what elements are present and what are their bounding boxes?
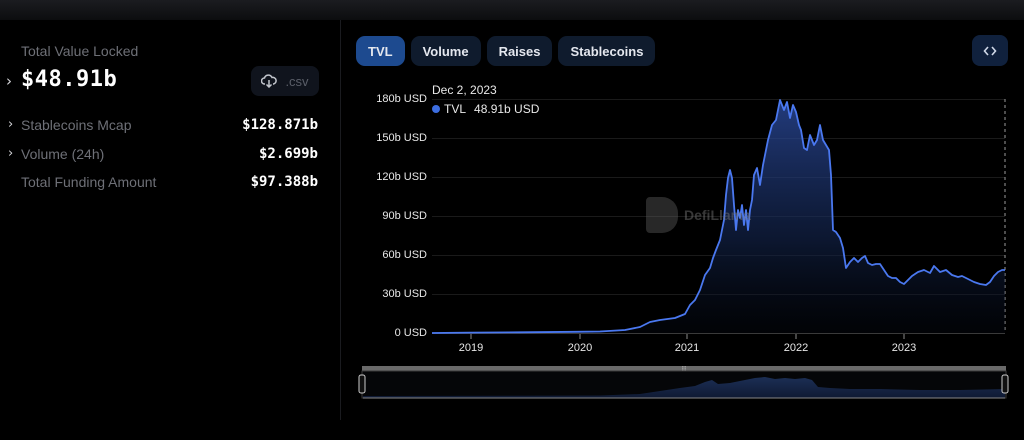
tab-tvl[interactable]: TVL [356, 36, 405, 66]
tvl-area [432, 100, 1005, 333]
watermark: DefiLlama [646, 197, 751, 233]
tooltip-series: TVL 48.91b USD [432, 102, 539, 116]
range-slider[interactable]: ⁞⁞ [358, 365, 1009, 399]
tab-stablecoins[interactable]: Stablecoins [558, 36, 656, 66]
x-tick: 2022 [783, 342, 809, 354]
y-tick: 120b USD [376, 171, 427, 183]
embed-button[interactable] [972, 35, 1008, 66]
stablecoins-mcap-label[interactable]: Stablecoins Mcap [21, 117, 132, 133]
tvl-line [431, 99, 1005, 334]
y-tick: 30b USD [382, 288, 427, 300]
csv-label: .csv [285, 73, 309, 89]
slider-left-handle [358, 374, 366, 394]
tvl-value: $48.91b [21, 67, 118, 92]
x-tick: 2020 [567, 342, 593, 354]
y-tick: 90b USD [382, 210, 427, 222]
tooltip-value: 48.91b USD [474, 102, 540, 116]
x-tick: 2023 [891, 342, 917, 354]
total-funding-value: $97.388b [250, 174, 318, 190]
y-tick: 60b USD [382, 249, 427, 261]
stablecoins-mcap-value: $128.871b [242, 117, 318, 133]
summary-panel: Total Value Locked › $48.91b .csv › Stab… [0, 20, 341, 420]
watermark-text: DefiLlama [684, 207, 751, 223]
slider-grip-icon: ⁞⁞ [682, 365, 686, 373]
total-funding-label: Total Funding Amount [21, 174, 157, 190]
tab-volume[interactable]: Volume [410, 36, 481, 66]
llama-logo-icon [646, 197, 678, 233]
y-tick: 180b USD [376, 93, 427, 105]
volume-24h-value: $2.699b [258, 146, 318, 162]
chevron-right-icon[interactable]: › [8, 117, 14, 132]
chevron-right-icon[interactable]: › [8, 146, 14, 161]
tvl-label: Total Value Locked [21, 43, 139, 59]
cloud-download-icon [261, 74, 278, 88]
window-top-bar [0, 0, 1024, 20]
tab-raises[interactable]: Raises [486, 36, 553, 66]
slider-bar [362, 366, 1006, 371]
slider-preview-area [363, 377, 1005, 398]
chart-tabs: TVL Volume Raises Stablecoins [356, 36, 656, 66]
volume-24h-label[interactable]: Volume (24h) [21, 146, 105, 162]
chevron-right-icon[interactable]: › [6, 72, 12, 90]
slider-right-handle [1001, 374, 1009, 394]
y-tick: 0 USD [394, 327, 427, 339]
x-tick: 2019 [458, 342, 484, 354]
code-brackets-icon [983, 45, 997, 56]
tooltip-series-name: TVL [444, 102, 467, 116]
x-tick: 2021 [674, 342, 700, 354]
y-tick: 150b USD [376, 132, 427, 144]
tooltip-date: Dec 2, 2023 [432, 83, 497, 97]
series-dot-icon [432, 105, 440, 113]
download-csv-button[interactable]: .csv [251, 66, 319, 96]
